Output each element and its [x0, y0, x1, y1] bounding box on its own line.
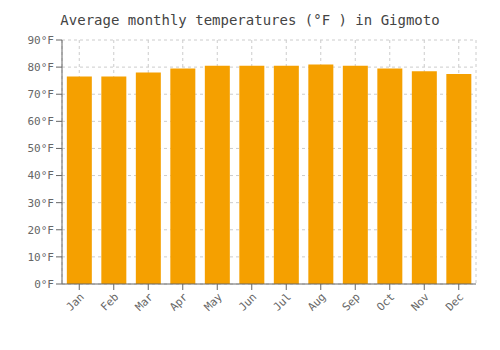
- svg-text:Oct: Oct: [374, 290, 397, 313]
- svg-text:30°F: 30°F: [28, 197, 55, 210]
- svg-text:May: May: [202, 290, 226, 314]
- svg-text:60°F: 60°F: [28, 115, 55, 128]
- svg-text:Sep: Sep: [340, 290, 363, 313]
- svg-text:Jan: Jan: [64, 290, 87, 313]
- svg-text:0°F: 0°F: [34, 278, 54, 291]
- svg-text:80°F: 80°F: [28, 61, 55, 74]
- svg-text:Dec: Dec: [443, 290, 466, 313]
- svg-text:40°F: 40°F: [28, 169, 55, 182]
- svg-text:50°F: 50°F: [28, 142, 55, 155]
- svg-text:Jul: Jul: [271, 290, 294, 313]
- svg-text:Jun: Jun: [236, 290, 259, 313]
- svg-text:Nov: Nov: [409, 290, 433, 314]
- svg-text:Apr: Apr: [167, 290, 191, 314]
- svg-text:10°F: 10°F: [28, 251, 55, 264]
- svg-text:20°F: 20°F: [28, 224, 55, 237]
- svg-text:Aug: Aug: [305, 290, 328, 313]
- svg-text:70°F: 70°F: [28, 88, 55, 101]
- svg-text:Feb: Feb: [98, 290, 121, 313]
- svg-text:Mar: Mar: [133, 290, 157, 314]
- html-text:Average monthly temperatures (: Average monthly temperatures (°F ) in Gi…: [60, 12, 440, 28]
- svg-text:90°F: 90°F: [28, 34, 55, 47]
